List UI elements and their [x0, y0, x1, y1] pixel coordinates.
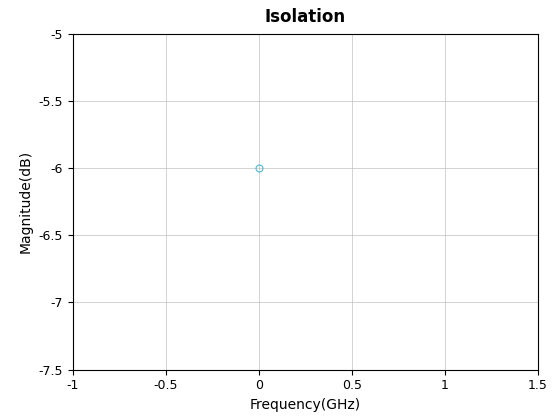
X-axis label: Frequency(GHz): Frequency(GHz) [250, 398, 361, 412]
Y-axis label: Magnitude(dB): Magnitude(dB) [19, 150, 33, 253]
Title: Isolation: Isolation [265, 8, 346, 26]
